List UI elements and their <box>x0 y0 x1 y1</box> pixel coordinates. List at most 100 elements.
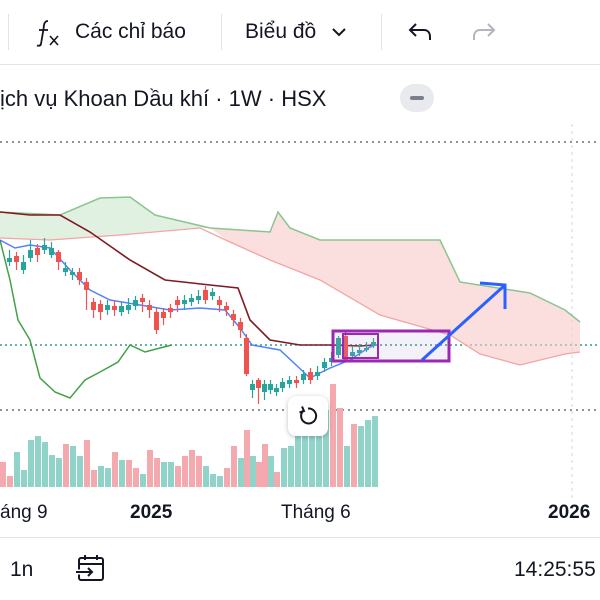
volume-bar <box>238 458 244 487</box>
clock-time[interactable]: 14:25:55 <box>514 558 596 581</box>
candle <box>182 300 187 304</box>
candle <box>203 290 208 300</box>
chart-type-label: Biểu đồ <box>245 20 317 43</box>
candle <box>224 306 229 310</box>
volume-bar <box>217 476 223 487</box>
volume-bar <box>365 420 371 487</box>
volume-bar <box>49 455 55 487</box>
candle <box>217 300 222 305</box>
volume-bar <box>105 468 111 487</box>
symbol-title[interactable]: ịch vụ Khoan Dầu khí · 1W · HSX <box>0 86 327 111</box>
volume-bar <box>344 446 350 487</box>
ichimoku-cloud-red <box>210 212 580 365</box>
candle <box>147 305 152 310</box>
volume-bar <box>358 426 364 487</box>
volume-bar <box>133 468 139 487</box>
volume-bar <box>14 452 20 487</box>
lagging-span-line <box>0 239 173 399</box>
volume-bar <box>262 444 268 487</box>
time-axis-label: Tháng 6 <box>281 502 351 523</box>
candle <box>287 380 292 384</box>
redo-button[interactable] <box>470 0 498 64</box>
time-axis[interactable]: áng 9 2025 Tháng 6 2026 <box>0 500 600 526</box>
top-toolbar: Các chỉ báo Biểu đồ <box>0 0 600 64</box>
bottom-toolbar: 1n 14:25:55 <box>0 540 600 600</box>
candle <box>154 312 159 330</box>
volume-bar <box>316 418 322 487</box>
reset-chart-button[interactable] <box>288 396 328 436</box>
candle <box>28 250 33 258</box>
date-range-icon <box>74 555 104 581</box>
candlesticks <box>7 238 376 404</box>
annotation-arrow[interactable] <box>420 281 507 362</box>
date-range-button[interactable] <box>74 552 108 592</box>
volume-bar <box>330 384 336 487</box>
volume-bar <box>244 430 250 487</box>
annotation-rectangle[interactable] <box>331 329 451 363</box>
candle <box>56 252 61 262</box>
chart-type-button[interactable]: Biểu đồ <box>245 0 348 64</box>
volume-bar <box>168 462 174 487</box>
volume-bar <box>161 462 167 487</box>
volume-bar <box>84 440 90 487</box>
interval-range-button[interactable]: 1n <box>10 558 34 581</box>
volume-bar <box>112 452 118 487</box>
candle <box>112 306 117 310</box>
candle <box>256 380 261 388</box>
volume-bars <box>0 384 378 487</box>
candle <box>322 362 327 368</box>
candle <box>350 352 355 356</box>
volume-bar <box>288 446 294 487</box>
candle <box>98 304 103 312</box>
senkou-span-a <box>0 196 581 323</box>
volume-bar <box>351 424 357 487</box>
time-axis-label: 2026 <box>548 502 591 523</box>
candle <box>371 342 376 346</box>
volume-bar <box>203 466 209 487</box>
toolbar-divider <box>221 14 222 50</box>
candle <box>357 350 362 353</box>
volume-bar <box>295 418 301 487</box>
candle <box>126 305 131 310</box>
volume-bar <box>189 450 195 487</box>
candle <box>301 374 306 380</box>
candle <box>262 384 267 392</box>
candle <box>77 272 82 280</box>
volume-bar <box>126 460 132 487</box>
candle <box>250 384 255 390</box>
volume-bar <box>250 456 256 487</box>
time-axis-label: 2025 <box>130 502 173 523</box>
volume-bar <box>91 470 97 487</box>
volume-bar <box>281 448 287 487</box>
candle <box>364 348 369 350</box>
volume-bar <box>98 466 104 487</box>
reset-icon <box>299 406 318 425</box>
candle <box>175 300 180 305</box>
candle <box>63 268 68 272</box>
volume-bar <box>175 466 181 487</box>
candle <box>210 292 215 296</box>
annotation-rectangle-inner[interactable] <box>342 333 379 359</box>
indicators-button[interactable]: Các chỉ báo <box>34 0 186 64</box>
volume-bar <box>268 456 274 487</box>
volume-bar <box>274 472 280 487</box>
candle <box>238 322 243 330</box>
toolbar-bottom-border <box>0 64 600 65</box>
candle <box>294 380 299 383</box>
fx-icon <box>36 20 59 47</box>
candle <box>196 296 201 300</box>
indicators-label: Các chỉ báo <box>75 20 186 43</box>
candle <box>84 282 89 290</box>
volume-bar <box>182 456 188 487</box>
time-axis-label: áng 9 <box>0 502 48 523</box>
undo-button[interactable] <box>406 0 434 64</box>
minus-icon <box>410 96 424 100</box>
collapse-legend-button[interactable] <box>400 84 434 112</box>
candle <box>343 336 348 360</box>
candle <box>42 245 47 250</box>
price-chart[interactable] <box>0 124 600 500</box>
volume-bar <box>21 470 27 487</box>
chevron-down-icon <box>332 28 346 37</box>
kijun-line <box>0 211 376 347</box>
volume-bar <box>63 444 69 487</box>
